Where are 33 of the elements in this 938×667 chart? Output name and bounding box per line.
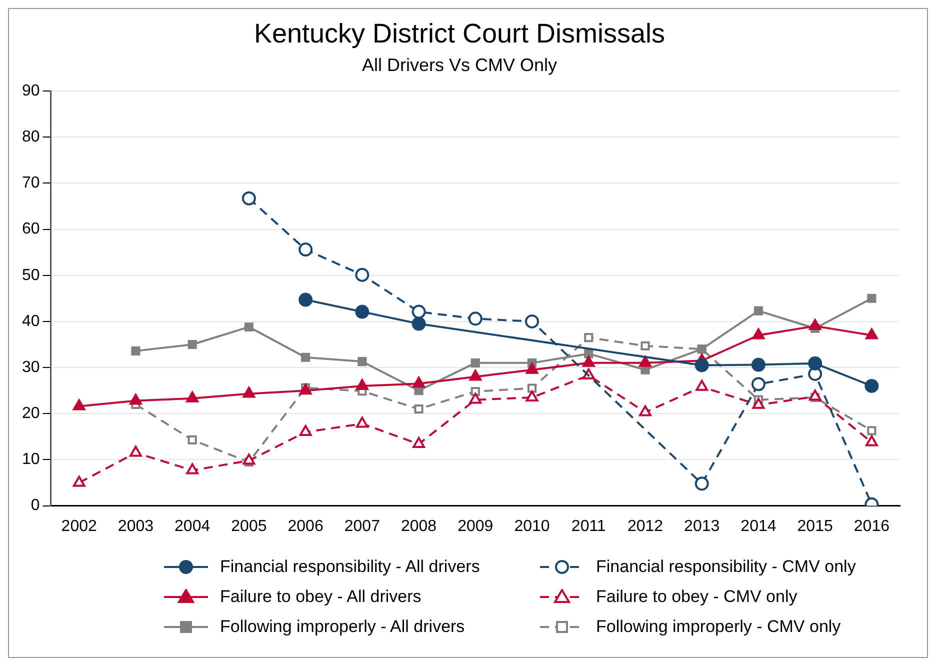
legend-label: Following improperly - All drivers	[220, 617, 465, 637]
legend-label: Failure to obey - All drivers	[220, 587, 422, 607]
x-tick-label: 2009	[458, 518, 494, 535]
legend-label: Following improperly - CMV only	[596, 617, 841, 637]
y-tick-label: 0	[30, 497, 40, 514]
legend-label: Financial responsibility - All drivers	[220, 557, 480, 577]
x-tick-label: 2005	[231, 518, 267, 535]
y-tick-label: 90	[22, 82, 40, 100]
x-tick-label: 2003	[118, 518, 154, 535]
x-tick-label: 2014	[740, 518, 776, 535]
x-tick-label: 2013	[684, 518, 720, 535]
x-tick-label: 2016	[854, 518, 890, 535]
x-tick-label: 2002	[61, 518, 97, 535]
x-tick-label: 2012	[627, 518, 664, 535]
x-tick-label: 2008	[400, 518, 437, 535]
y-tick-label: 10	[22, 451, 40, 468]
x-tick-label: 2007	[344, 518, 380, 535]
y-tick-label: 70	[22, 174, 40, 192]
legend-label: Failure to obey - CMV only	[596, 587, 798, 607]
y-tick-label: 30	[22, 358, 40, 376]
legend-label: Financial responsibility - CMV only	[596, 557, 856, 577]
x-tick-label: 2006	[288, 518, 324, 535]
x-tick-label: 2015	[797, 518, 833, 535]
y-tick-label: 50	[22, 266, 40, 284]
y-tick-label: 60	[22, 220, 40, 238]
y-tick-label: 80	[22, 128, 40, 146]
x-tick-label: 2011	[571, 518, 606, 535]
chart-subtitle: All Drivers Vs CMV Only	[362, 55, 558, 76]
x-tick-label: 2004	[174, 518, 210, 535]
y-tick-label: 20	[22, 405, 40, 422]
chart-title: Kentucky District Court Dismissals	[254, 18, 666, 49]
y-tick-label: 40	[22, 312, 40, 330]
x-tick-label: 2010	[514, 518, 550, 535]
